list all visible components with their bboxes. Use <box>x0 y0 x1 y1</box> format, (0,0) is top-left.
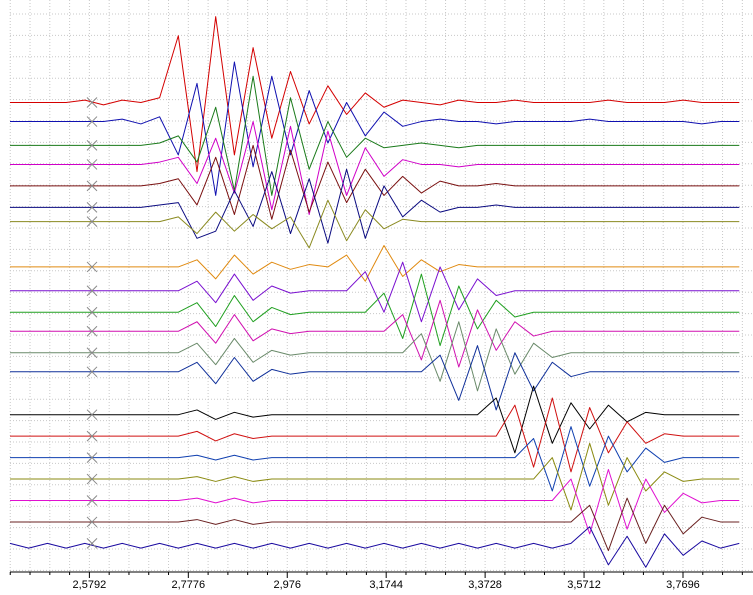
pick-marker <box>86 285 98 297</box>
x-tick-label: 2,7776 <box>171 579 205 591</box>
trace <box>10 273 740 347</box>
trace <box>10 426 740 492</box>
trace <box>10 397 740 473</box>
x-tick-label: 3,3728 <box>468 579 502 591</box>
pick-marker <box>86 347 98 359</box>
trace <box>10 168 740 244</box>
pick-marker <box>86 516 98 528</box>
pick-marker <box>86 409 98 421</box>
trace <box>10 469 740 535</box>
pick-marker <box>86 261 98 273</box>
pick-marker <box>86 366 98 378</box>
pick-marker <box>86 430 98 442</box>
x-axis: 2,5792 2,7776 2,976 3,1744 3,3728 3,5712 3,769… <box>9 571 753 591</box>
traces <box>9 16 740 568</box>
x-tick-label: 3,5712 <box>567 579 601 591</box>
trace <box>10 321 740 392</box>
x-tick-label: 2,976 <box>273 579 301 591</box>
pick-marker <box>86 452 98 463</box>
pick-marker <box>86 495 98 506</box>
trace <box>10 16 740 173</box>
pick-marker <box>86 159 98 170</box>
trace <box>10 442 740 511</box>
pick-marker <box>86 140 98 151</box>
pick-marker <box>86 325 98 337</box>
trace <box>9 526 740 568</box>
trace <box>10 497 740 552</box>
x-tick-label: 3,7696 <box>666 579 700 591</box>
trace <box>10 385 740 454</box>
trace <box>10 61 740 196</box>
trace <box>10 299 740 368</box>
trace <box>10 75 740 196</box>
pick-marker <box>86 97 98 108</box>
pick-marker <box>86 473 98 485</box>
x-tick-label: 3,1744 <box>369 579 403 591</box>
pick-marker <box>86 116 98 127</box>
x-tick-label: 2,5792 <box>73 579 107 591</box>
pick-marker <box>86 180 98 192</box>
pick-marker <box>86 201 98 213</box>
trace <box>10 144 740 220</box>
trace <box>10 261 740 323</box>
pick-marker <box>86 216 98 228</box>
pick-marker <box>86 538 98 549</box>
trace <box>10 121 740 215</box>
trace <box>10 199 740 249</box>
pick-marker <box>86 306 98 318</box>
trace <box>10 244 740 282</box>
trace <box>10 345 740 411</box>
